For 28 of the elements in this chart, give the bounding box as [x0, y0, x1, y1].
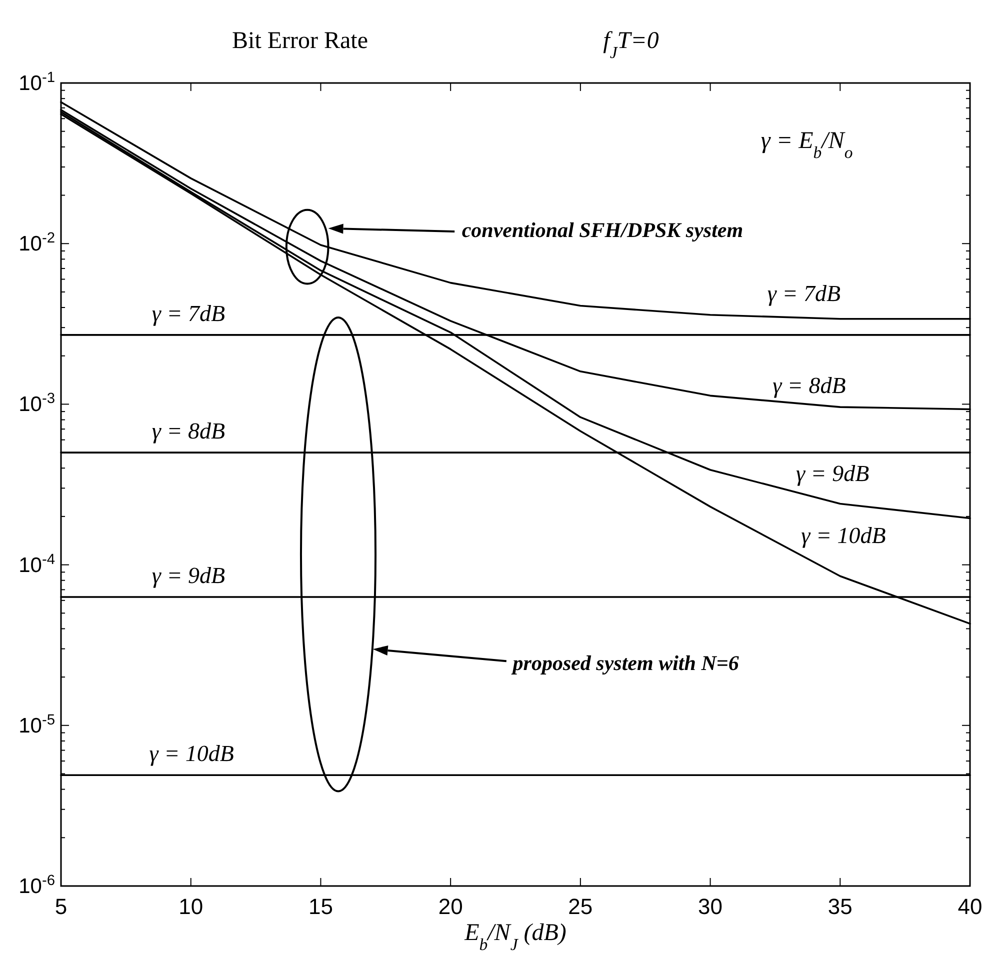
y-tick-label: 10$^{-2}$	[18, 230, 55, 256]
annotation: proposed system with N=6	[510, 650, 740, 675]
annotation: γ = 9dB	[152, 563, 226, 588]
annotation: conventional SFH/DPSK system	[462, 218, 744, 242]
x-tick-label: 10	[178, 894, 204, 919]
chart-subtitle: f$_{J}$T=0	[603, 28, 659, 62]
y-tick-label: 10$^{-6}$	[18, 873, 55, 898]
x-tick-label: 30	[698, 894, 723, 919]
annotation: γ = 10dB	[149, 741, 234, 766]
annotation: γ = 8dB	[152, 418, 226, 444]
annotation: γ = 9dB	[796, 460, 870, 486]
y-tick-label: 10$^{-3}$	[18, 391, 55, 416]
chart-title: Bit Error Rate	[232, 28, 368, 54]
y-tick-label: 10$^{-4}$	[18, 552, 55, 577]
x-tick-label: 20	[438, 894, 463, 919]
x-tick-label: 40	[958, 894, 982, 919]
x-tick-label: 25	[568, 894, 593, 919]
annotation: γ = 7dB	[152, 300, 226, 326]
annotation: γ = 10dB	[801, 523, 886, 548]
annotation: γ = E$_{b}$/N$_{o}$	[760, 128, 853, 162]
annotation: γ = 8dB	[772, 373, 846, 398]
x-tick-label: 5	[54, 894, 68, 919]
x-axis-title: E$_{b}$/N$_{J}$ (dB)	[464, 920, 566, 954]
x-tick-label: 35	[828, 894, 852, 919]
y-tick-label: 10$^{-5}$	[18, 712, 55, 738]
y-tick-label: 10$^{-1}$	[18, 70, 55, 95]
x-tick-label: 15	[308, 894, 333, 919]
annotation: γ = 7dB	[767, 280, 841, 306]
